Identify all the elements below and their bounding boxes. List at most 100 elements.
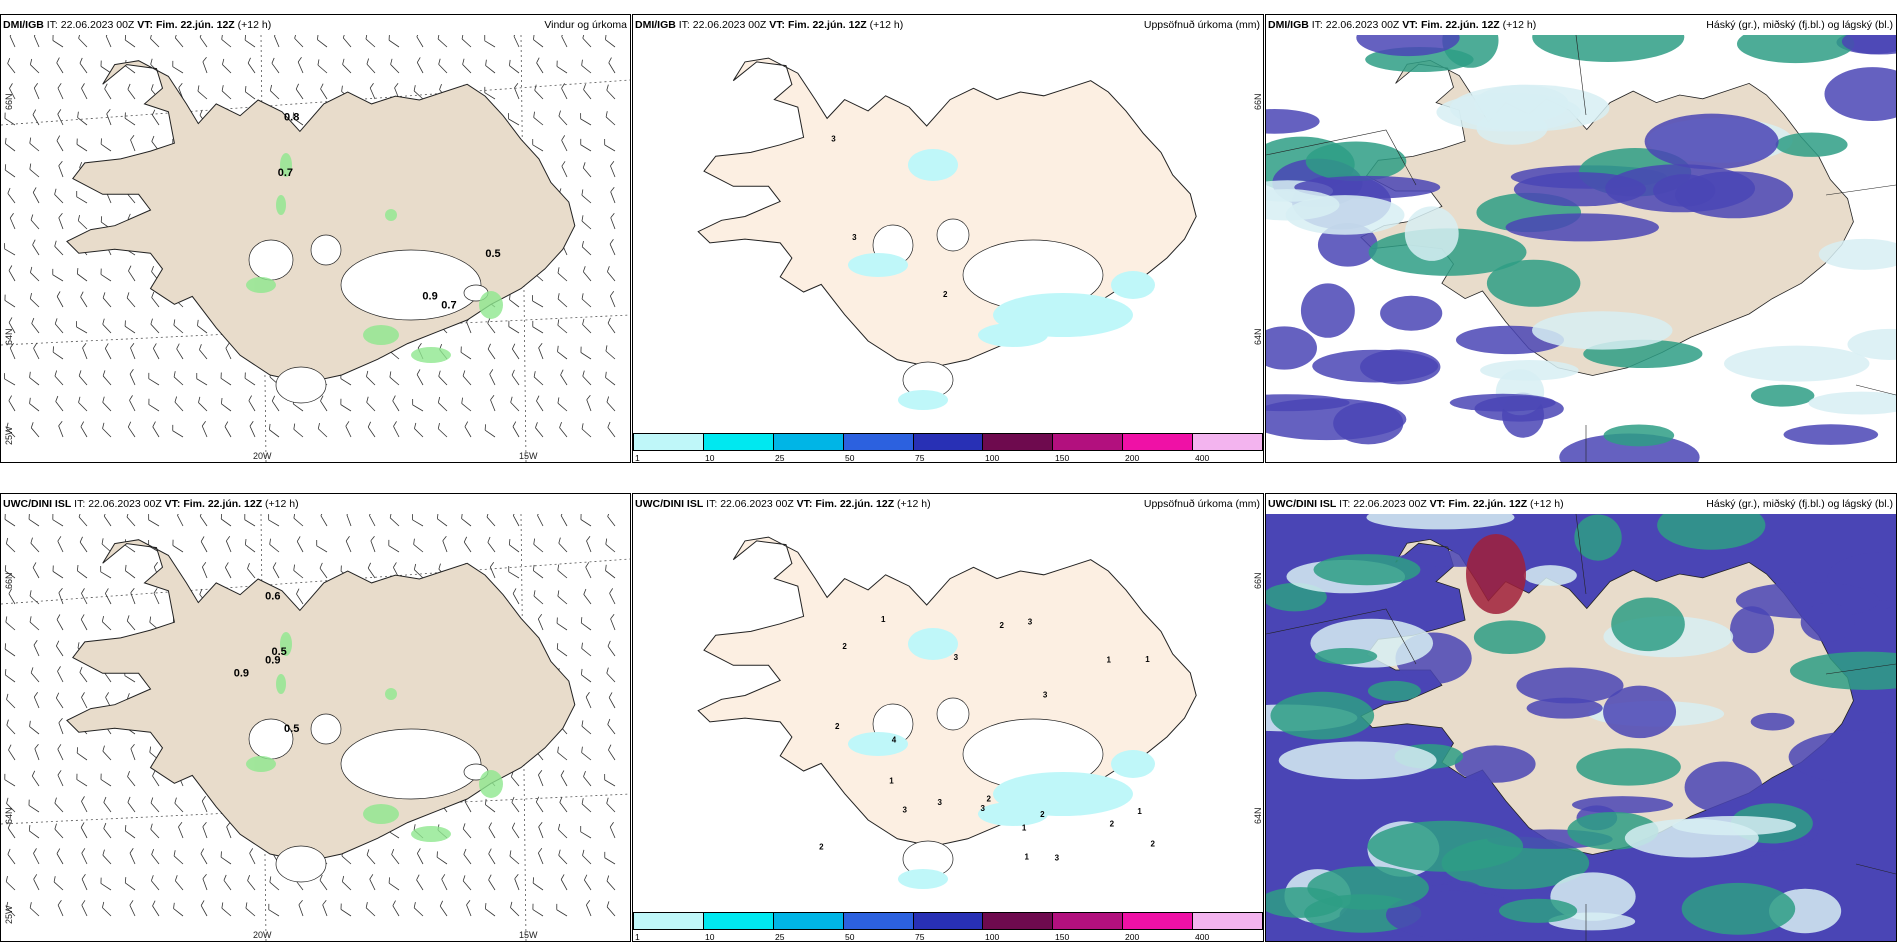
panel-clouds-uwc: UWC/DINI ISL IT: 22.06.2023 00Z VT: Fim.… [1265,493,1897,942]
lon-label-15: 15W [519,930,538,940]
wind-barb [30,214,40,230]
wind-barb [581,746,592,761]
glacier [340,728,482,800]
wind-barb [413,85,424,100]
lead-time: (+12 h) [1530,498,1564,510]
panel-title: Uppsöfnuð úrkoma (mm) [1143,498,1260,510]
cloud-area [1486,259,1581,307]
wind-barb [8,744,16,761]
wind-barb [174,35,184,48]
init-time: 22.06.2023 00Z [692,19,767,31]
cloud-area [1300,283,1355,338]
wind-barb [5,875,16,891]
wind-barb [317,35,328,48]
wind-barb [173,902,184,917]
wind-barb [487,317,496,334]
wind-barb [29,137,40,152]
cloud-area [1847,328,1896,360]
colorbar-tick-label: 150 [1055,932,1070,942]
wind-barb [463,536,472,553]
wind-barb [271,57,280,74]
precip-area [363,804,399,824]
wind-barb [223,874,232,891]
glacier [310,713,342,745]
wind-barb [5,616,16,631]
wind-barb [509,59,520,74]
wind-barb [533,538,544,553]
accum-value: 1 [1145,655,1150,664]
wind-barb [582,370,592,386]
wind-barb [81,83,88,100]
wind-barb [557,564,568,579]
vt-label: VT: [1429,498,1446,510]
colorbar-segment [1123,913,1194,929]
wind-barb [438,58,448,74]
wind-barb [79,536,88,553]
wind-barb [150,875,160,891]
cloud-area [1603,685,1677,739]
wind-barb [8,395,16,412]
model-name: UWC/DINI ISL [635,498,704,510]
wind-barb [150,58,160,74]
wind-barb [244,86,256,100]
wind-barb [609,291,616,308]
wind-barb [221,85,232,100]
wind-barb [106,108,112,126]
wind-barb [580,825,592,839]
wind-barb [54,370,64,386]
vt-label: VT: [137,19,154,31]
wind-barb [487,536,496,553]
wind-barb [535,796,544,813]
wind-barb [486,514,496,527]
wind-barb [295,83,304,100]
cloud-area [1474,395,1564,422]
wind-barb [610,186,616,204]
cloud-area [1576,748,1681,786]
wind-barb [199,35,208,48]
wind-barb [532,320,544,334]
wind-barb [130,587,136,605]
wind-barb [9,343,16,360]
lat-label-64: 64N [4,807,14,824]
wind-barb [607,640,616,657]
panel-wind-precip-dmi: DMI/IGB IT: 22.06.2023 00Z VT: Fim. 22.j… [0,14,631,463]
wind-barb [103,796,112,813]
init-time: 22.06.2023 00Z [720,498,794,510]
accum-map: 2 3 3 [697,57,1197,410]
wind-barb [249,848,256,865]
model-name: DMI/IGB [635,19,676,31]
wind-barb [225,343,232,360]
wind-barb [462,58,472,74]
cloud-area [1532,35,1685,62]
wind-barb [4,514,16,527]
accum-value: 2 [999,621,1004,630]
precip-area [848,253,908,277]
wind-barb [367,421,376,438]
colorbar-segment [634,434,704,450]
wind-barb [103,822,112,839]
colorbar-segment [983,434,1054,450]
wind-barb [148,398,160,412]
wind-barb [508,565,520,579]
precip-area [411,826,451,842]
wind-barb [130,743,136,761]
cloud-area [1681,882,1796,935]
wind-barb [316,539,328,553]
wind-barb [609,822,616,839]
wind-barb [345,421,352,438]
wind-barb [607,718,616,735]
wind-barb [220,514,232,527]
wind-barb [533,371,544,386]
wind-barb [269,876,280,891]
cloud-area [1314,647,1378,665]
wind-barb [269,84,280,100]
wind-barb [322,899,328,917]
wind-barb [557,267,568,282]
precip-area [276,674,286,694]
wind-barb [561,135,568,152]
colorbar-tick-label: 50 [845,932,855,942]
panel-title: Háský (gr.), miðský (fj.bl.) og lágský (… [1706,19,1893,31]
wind-barb [606,667,616,683]
wind-barb [558,849,568,865]
wind-barb [200,900,208,917]
